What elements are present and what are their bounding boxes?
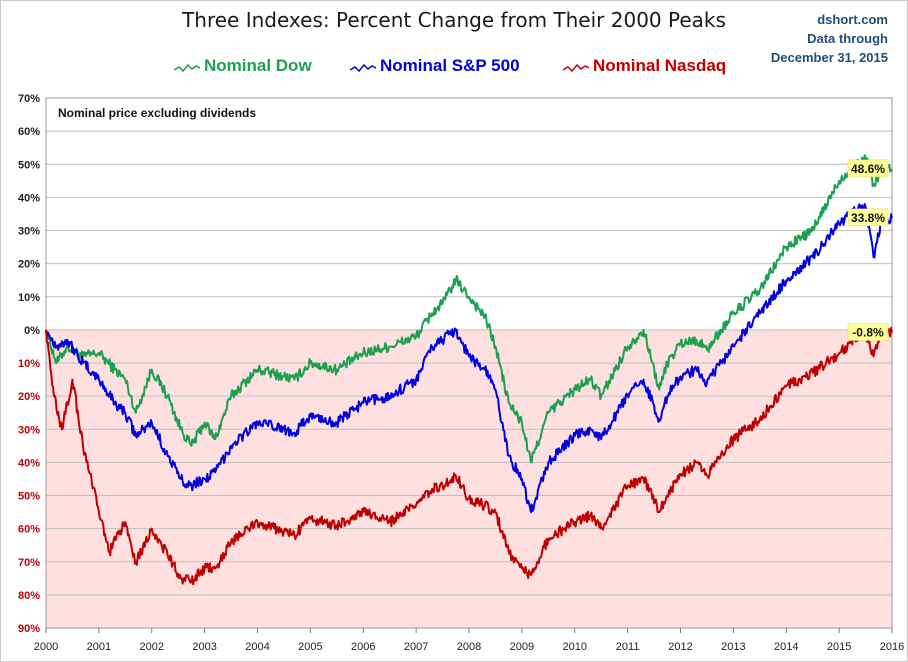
- x-tick-label: 2006: [351, 641, 375, 653]
- y-tick-label: 10%: [18, 292, 40, 304]
- negative-region: [46, 329, 892, 628]
- x-tick-label: 2012: [668, 641, 692, 653]
- x-tick-label: 2002: [140, 641, 164, 653]
- y-tick-label: 50%: [18, 159, 40, 171]
- legend-swatch-sp500: [349, 59, 377, 73]
- end-label-box-dow: [847, 159, 889, 178]
- y-tick-label: 50%: [18, 491, 40, 503]
- chart-title: Three Indexes: Percent Change from Their…: [182, 8, 726, 32]
- x-tick-label: 2013: [721, 641, 745, 653]
- y-tick-label: 90%: [18, 623, 40, 635]
- source-note: dshort.com Data through December 31, 201…: [771, 10, 888, 67]
- end-label-dow: 48.6%: [851, 162, 885, 176]
- source-line2: Data through: [807, 31, 888, 46]
- x-tick-label: 2009: [510, 641, 534, 653]
- series-line-dow: [45, 154, 893, 464]
- chart-annotation: Nominal price excluding dividends: [58, 106, 256, 120]
- x-tick-label: 2003: [192, 641, 216, 653]
- x-tick-label: 2010: [563, 641, 587, 653]
- x-tick-label: 2004: [245, 641, 269, 653]
- legend-label-dow: Nominal Dow: [204, 56, 312, 75]
- legend-swatch-dow: [173, 59, 201, 73]
- y-tick-label: 30%: [18, 424, 40, 436]
- series-line-sp500: [45, 203, 893, 514]
- y-tick-label: 20%: [18, 259, 40, 271]
- end-label-box-sp500: [847, 208, 889, 227]
- y-tick-label: 70%: [18, 93, 40, 105]
- x-tick-label: 2001: [87, 641, 111, 653]
- y-tick-label: 40%: [18, 192, 40, 204]
- x-tick-label: 2015: [827, 641, 851, 653]
- legend-label-nasdaq: Nominal Nasdaq: [593, 56, 727, 75]
- y-tick-label: 60%: [18, 126, 40, 138]
- y-tick-label: 30%: [18, 226, 40, 238]
- x-tick-label: 2014: [774, 641, 798, 653]
- y-tick-label: 60%: [18, 524, 40, 536]
- x-tick-label: 2016: [880, 641, 904, 653]
- y-tick-label: 0%: [24, 325, 40, 337]
- source-site: dshort.com: [817, 12, 888, 27]
- end-label-nasdaq: -0.8%: [852, 326, 884, 340]
- y-tick-label: 10%: [18, 358, 40, 370]
- y-tick-label: 80%: [18, 590, 40, 602]
- y-tick-label: 70%: [18, 557, 40, 569]
- y-tick-label: 40%: [18, 457, 40, 469]
- legend-label-sp500: Nominal S&P 500: [380, 56, 520, 75]
- x-tick-label: 2005: [298, 641, 322, 653]
- y-tick-label: 20%: [18, 391, 40, 403]
- x-tick-label: 2000: [34, 641, 58, 653]
- source-line3: December 31, 2015: [770, 50, 888, 65]
- x-tick-label: 2007: [404, 641, 428, 653]
- end-label-sp500: 33.8%: [851, 211, 885, 225]
- series-line-nasdaq: [45, 326, 893, 586]
- x-tick-label: 2011: [616, 641, 640, 653]
- legend-swatch-nasdaq: [562, 59, 590, 73]
- x-tick-label: 2008: [457, 641, 481, 653]
- end-label-box-nasdaq: [847, 323, 889, 341]
